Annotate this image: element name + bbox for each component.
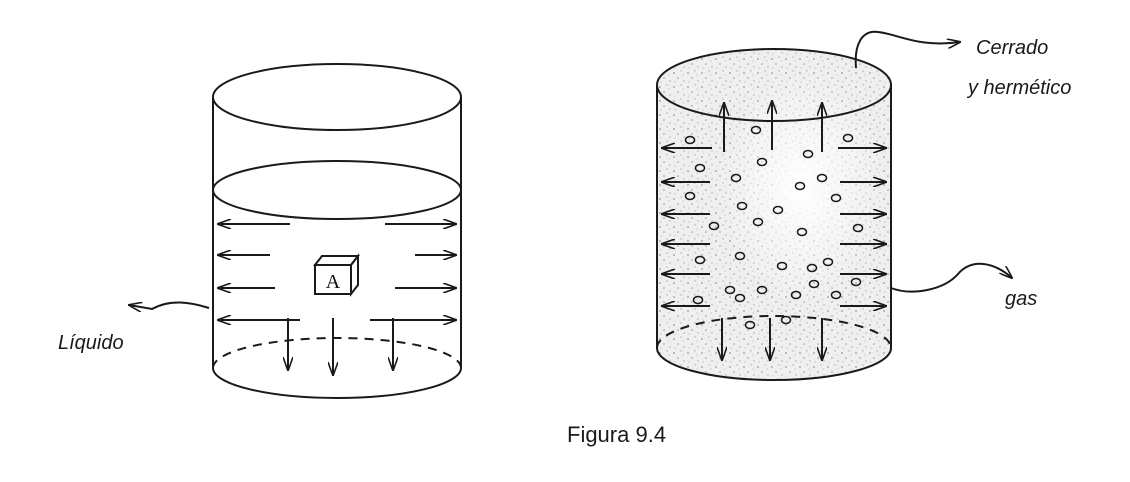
left-top-rim	[212, 63, 462, 131]
left-container: A Líquido	[58, 63, 462, 399]
gas-pointer	[890, 262, 1012, 293]
label-gas: gas	[1005, 288, 1037, 310]
label-liquid: Líquido	[58, 332, 124, 354]
right-container: Cerrado y hermético gas	[656, 30, 1071, 381]
right-bottom-front-edge	[656, 347, 892, 381]
cube-a: A	[312, 253, 361, 297]
label-closed-line2: y hermético	[966, 77, 1071, 99]
label-closed-line1: Cerrado	[976, 37, 1048, 59]
liquid-surface	[212, 160, 462, 220]
gas-particles	[684, 125, 864, 330]
left-bottom-front-edge	[212, 367, 462, 399]
figure-caption: Figura 9.4	[567, 422, 666, 447]
liquid-pointer	[129, 301, 210, 309]
cube-letter: A	[326, 271, 341, 293]
closed-pointer	[854, 30, 960, 69]
left-bottom-hidden-edge	[212, 337, 462, 369]
right-bottom-hidden-edge	[656, 315, 892, 349]
